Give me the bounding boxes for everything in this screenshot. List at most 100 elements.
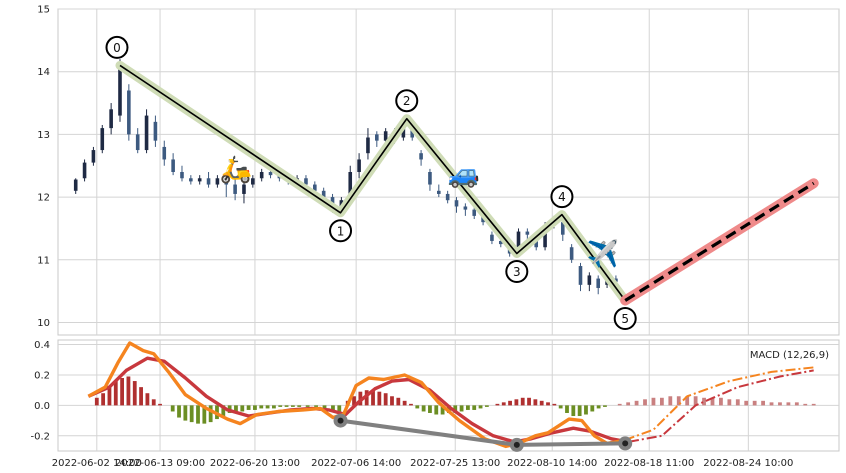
histogram-bar [651,397,656,406]
macd-line [87,341,625,449]
histogram-bar [514,399,519,406]
emoji-marker: ✈️ [587,238,619,270]
macd-y-tick-label: -0.2 [30,431,50,442]
macd-y-ticks: -0.2 0.0 0.2 0.4 [30,340,50,442]
candle-body [82,162,87,179]
histogram-bar [94,397,99,406]
candle-body [259,172,264,179]
histogram-bar [495,403,500,406]
histogram-bar [305,405,310,407]
histogram-bar [331,405,335,412]
histogram-bar [337,405,342,412]
histogram-bar [396,397,401,406]
candle-body [233,184,237,194]
histogram-bar [577,405,582,417]
histogram-bar [177,405,181,418]
histogram-bar [552,403,557,406]
candle-body [578,266,583,285]
histogram-bar [208,405,213,423]
histogram-bar [126,376,131,406]
macd-lines [87,341,814,449]
divergence-point-center [622,440,629,447]
x-tick-label: 2022-06-13 09:00 [115,458,205,469]
price-y-tick-label: 13 [37,130,50,141]
histogram-bar [794,402,799,406]
candle-body [543,225,547,248]
histogram-bar [584,405,588,415]
emoji-markers: 🛵 🚙 ✈️ [220,155,619,270]
wave-point-label: 2 [403,94,411,108]
candle-body [463,206,468,210]
histogram-bar [786,402,791,406]
candle-body [73,179,78,191]
histogram-bar [421,405,426,412]
histogram-bar [478,405,483,409]
histogram-bar [278,405,283,407]
candle-body [153,121,158,141]
x-tick-label: 2022-06-20 13:00 [210,458,300,469]
histogram-bar [170,405,175,412]
price-y-ticks: 10 11 12 13 14 15 [37,5,50,329]
histogram-bar [415,405,420,409]
histogram-bar [371,390,375,406]
x-tick-label: 2022-07-25 13:00 [410,458,500,469]
histogram-bar [539,400,544,406]
histogram-bar [101,393,106,406]
histogram-bar [501,402,506,406]
histogram-bar [744,400,749,406]
histogram-bar [508,400,512,406]
histogram-bar [472,405,477,410]
histogram-bar [183,405,188,421]
candle-body [419,153,423,160]
candle-body [498,240,503,245]
candle-body [268,172,273,176]
histogram-bar [803,403,808,406]
histogram-bar [693,396,698,406]
histogram-bar [778,402,782,406]
histogram-bar [752,400,757,406]
histogram-bar [107,387,112,406]
emoji-marker: 🚙 [447,159,479,189]
histogram-bar [314,405,318,407]
histogram-bar [676,396,681,406]
candle-body [560,222,565,235]
candle-body [375,134,379,141]
candle-body [445,193,450,201]
histogram-bar [151,399,156,406]
wave-point-circle [550,185,574,209]
histogram-bar [565,405,569,413]
histogram-bar [702,397,706,406]
price-y-tick-label: 14 [37,67,50,78]
x-tick-label: 2022-08-24 10:00 [703,458,793,469]
price-y-tick-label: 12 [37,193,50,204]
histogram-bar [590,405,595,412]
histogram-bar [290,405,295,407]
histogram-bar [352,396,356,406]
candle-body [410,128,415,138]
macd-y-tick-label: 0.2 [34,370,50,381]
wave-point-label: 5 [621,312,629,326]
histogram-bar [189,405,194,423]
x-tick-label: 2022-07-06 14:00 [311,458,401,469]
candle-body [437,190,441,194]
wave-point-circle [395,89,419,113]
histogram-bar [409,403,413,406]
candle-body [330,197,335,207]
candle-body [242,184,246,194]
histogram-bar [811,403,816,406]
x-tick-label: 2022-08-18 11:00 [604,458,694,469]
candle-body [304,178,308,185]
histogram-bar [459,405,464,412]
histogram-bar [761,400,765,406]
histogram-bar [634,400,639,406]
histogram-bar [297,405,302,407]
price-y-tick-label: 15 [37,5,50,16]
emoji-marker: 🛵 [220,155,252,185]
histogram-bar [377,391,382,406]
macd-y-tick-label: 0.0 [34,401,50,412]
histogram-bar [465,405,470,410]
wave-point-circle [613,307,637,331]
candle-body [251,178,255,185]
